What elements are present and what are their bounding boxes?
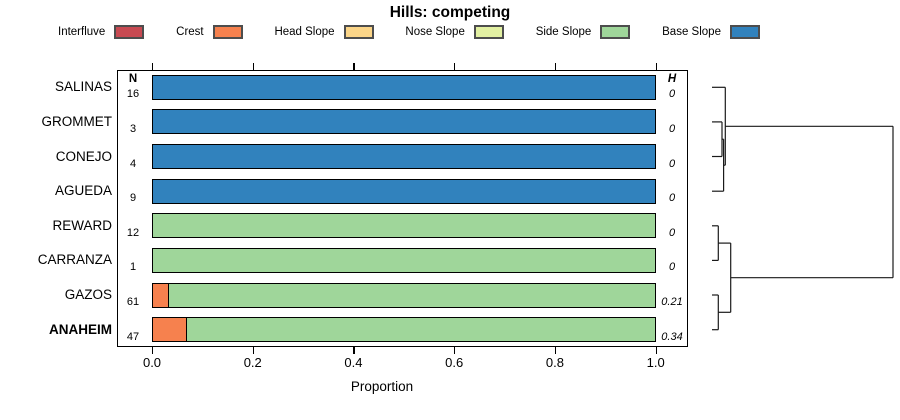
bar-segment-side-slope (185, 318, 655, 342)
axis-tick-label: 1.0 (646, 355, 665, 370)
stacked-bar (152, 247, 656, 273)
h-value: 0.34 (661, 330, 683, 343)
row-label: GROMMET (41, 113, 113, 129)
n-value: 4 (129, 157, 137, 170)
axis-tick-label: 0.6 (445, 355, 464, 370)
legend-item: Interfluve (58, 25, 145, 39)
stacked-bar (152, 282, 656, 308)
legend-item: Crest (176, 25, 243, 39)
h-value: 0 (668, 261, 676, 274)
h-column-header: H (667, 73, 677, 85)
n-value: 47 (126, 330, 140, 343)
bar-segment-side-slope (153, 214, 655, 238)
axis-tick (252, 63, 254, 70)
axis-tick (152, 347, 154, 354)
legend-swatch (473, 25, 504, 39)
stacked-bar (152, 144, 656, 170)
axis-tick-label: 0.2 (243, 355, 262, 370)
bar-segment-base-slope (153, 145, 655, 169)
axis-tick-label: 0.0 (142, 355, 162, 370)
axis-tick (353, 347, 355, 354)
legend-item: Base Slope (662, 25, 760, 39)
legend: Interfluve Crest Head Slope Nose Slope Side … (58, 25, 760, 39)
n-value: 3 (129, 122, 137, 135)
chart-title: Hills: competing (389, 4, 511, 21)
row-label: GAZOS (64, 287, 112, 303)
bar-segment-crest (153, 318, 186, 342)
bar-segment-side-slope (168, 283, 655, 307)
legend-label: Interfluve (58, 26, 106, 38)
plot-border (117, 70, 688, 347)
n-column-header: N (128, 73, 138, 85)
legend-item: Side Slope (536, 25, 631, 39)
axis-tick (454, 63, 456, 70)
legend-swatch (600, 25, 631, 39)
h-value: 0 (668, 122, 676, 135)
stacked-bar (152, 74, 656, 100)
h-value: 0 (668, 192, 676, 205)
stacked-bar (152, 213, 656, 239)
bar-segment-crest (153, 283, 169, 307)
axis-tick (353, 63, 355, 70)
stacked-bar (152, 178, 656, 204)
legend-swatch (729, 25, 760, 39)
axis-tick (655, 63, 657, 70)
bar-segment-side-slope (153, 248, 655, 272)
bar-segment-base-slope (153, 110, 655, 134)
legend-item: Nose Slope (405, 25, 504, 39)
bar-segment-base-slope (153, 75, 655, 99)
h-value: 0 (668, 157, 676, 170)
row-label: REWARD (52, 217, 113, 233)
n-value: 12 (126, 226, 140, 239)
h-value: 0 (668, 88, 676, 101)
row-label: CARRANZA (37, 252, 112, 268)
axis-tick (152, 63, 154, 70)
x-axis-title: Proportion (350, 379, 414, 394)
n-value: 9 (129, 192, 137, 205)
axis-tick (554, 347, 557, 354)
n-value: 61 (126, 296, 140, 309)
row-label: CONEJO (55, 148, 112, 164)
legend-swatch (114, 25, 145, 39)
legend-label: Base Slope (662, 26, 721, 38)
legend-swatch (343, 25, 374, 39)
legend-label: Crest (176, 26, 204, 38)
row-label: SALINAS (54, 79, 112, 95)
axis-tick (655, 347, 657, 354)
axis-tick-label: 0.4 (344, 355, 363, 370)
n-value: 1 (129, 261, 137, 274)
stacked-bar (152, 317, 656, 343)
row-label: AGUEDA (54, 183, 112, 199)
legend-label: Nose Slope (405, 26, 465, 38)
stacked-bar (152, 109, 656, 135)
legend-item: Head Slope (274, 25, 374, 39)
legend-label: Head Slope (274, 26, 335, 38)
axis-tick (252, 347, 254, 354)
legend-label: Side Slope (535, 26, 592, 38)
h-value: 0.21 (661, 296, 683, 309)
axis-tick (454, 347, 456, 354)
row-label: ANAHEIM (49, 321, 112, 337)
n-value: 16 (126, 88, 140, 101)
h-value: 0 (668, 226, 676, 239)
axis-tick-label: 0.8 (545, 355, 564, 370)
legend-swatch (212, 25, 243, 39)
axis-tick (554, 63, 557, 70)
bar-segment-base-slope (153, 179, 655, 203)
